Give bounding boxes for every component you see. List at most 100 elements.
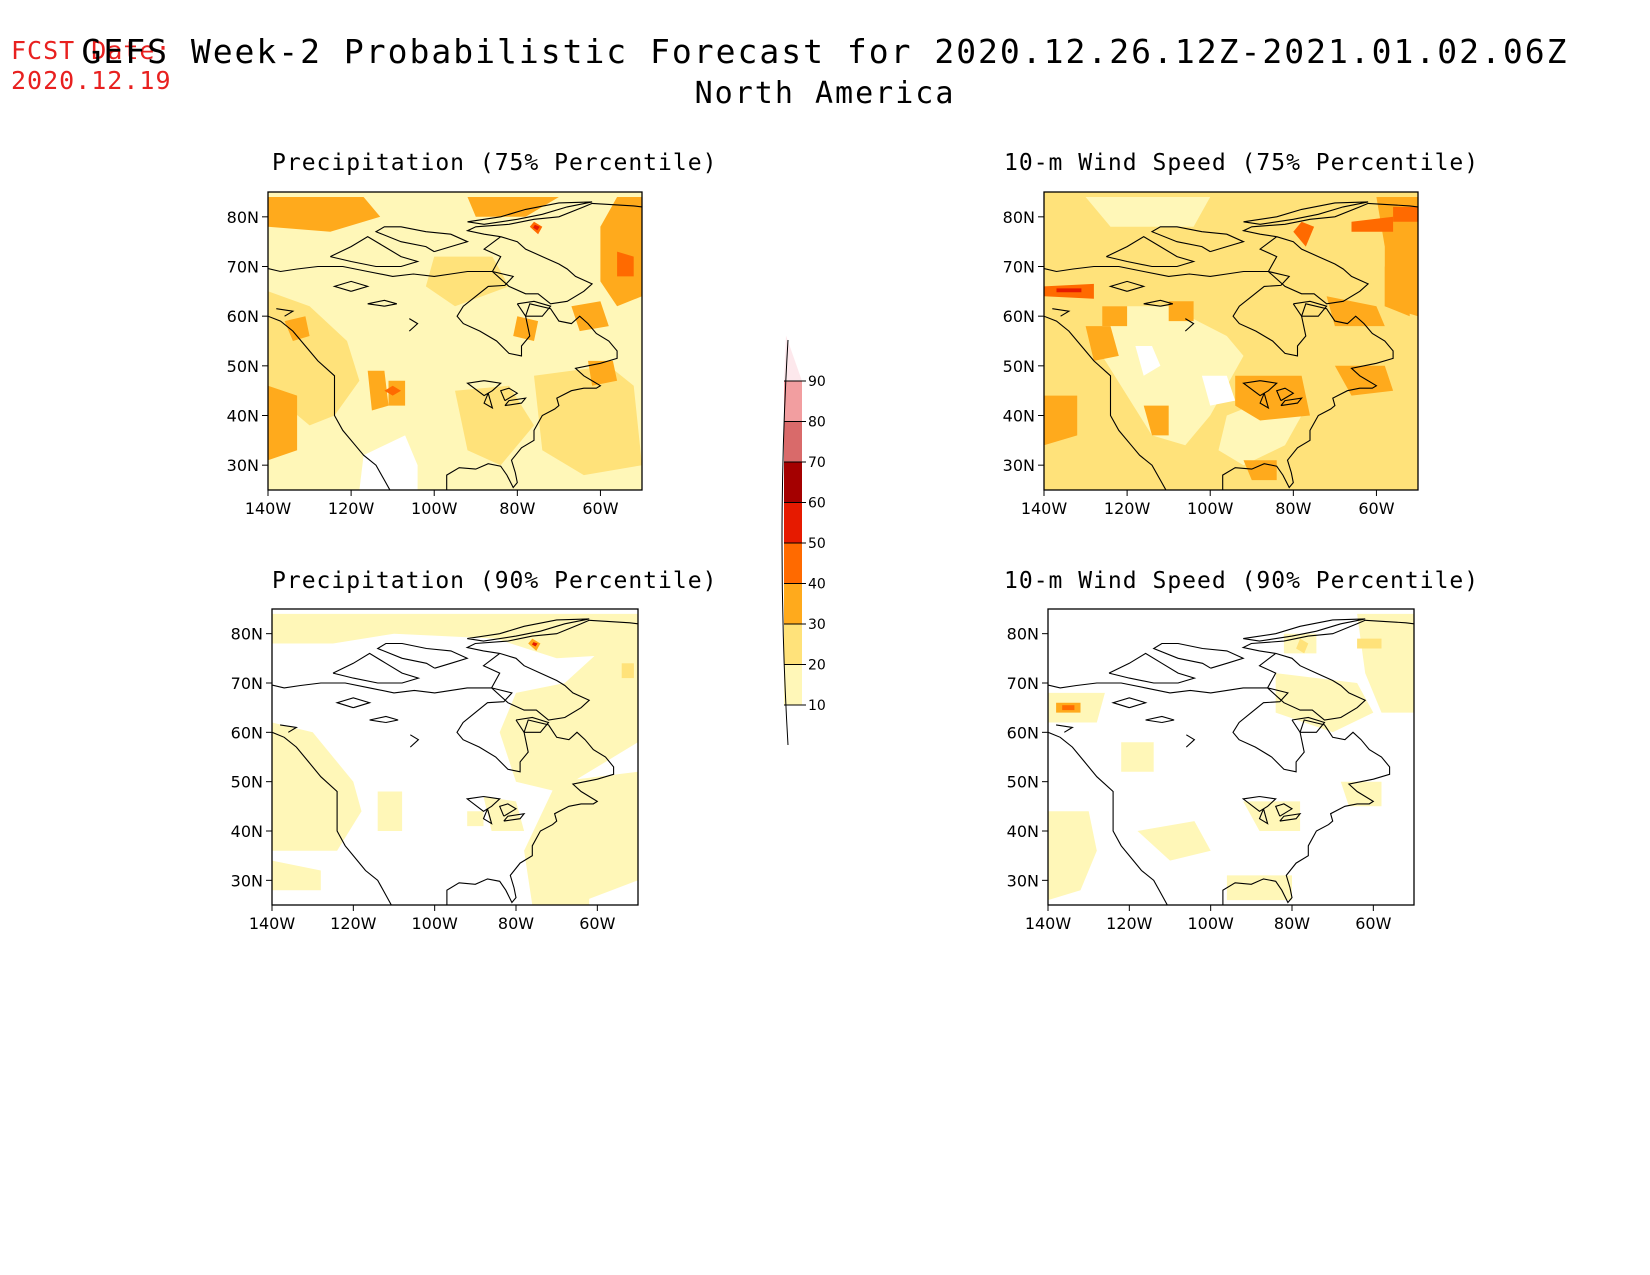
coastline <box>276 308 295 317</box>
coastline <box>515 716 550 733</box>
map-field-wind90 <box>1048 609 1414 905</box>
map-precip-90: 30N 40N 50N 60N 70N 80N 140W 120W 100W 80W 60W <box>200 602 650 933</box>
coastline <box>1292 300 1328 317</box>
coastline <box>466 380 502 397</box>
colorbar-label: 60 <box>808 496 826 512</box>
map-frame <box>1047 608 1415 906</box>
lat-label: 60N <box>1007 723 1039 742</box>
fcst-date-label: FCST Date: <box>11 36 172 65</box>
coastline <box>1279 812 1302 822</box>
probability-area <box>617 251 634 277</box>
coastline <box>272 682 615 905</box>
colorbar-swatch <box>784 502 802 543</box>
colorbar-outline <box>781 339 789 746</box>
lat-label: 60N <box>227 307 259 326</box>
probability-area <box>621 663 634 679</box>
lat-label: 50N <box>1007 773 1039 792</box>
lon-label: 120W <box>1104 499 1151 518</box>
lat-label: 80N <box>1007 625 1039 644</box>
coastline <box>1275 387 1295 402</box>
probability-area <box>1137 821 1211 861</box>
probability-area <box>524 771 638 905</box>
lon-label: 80W <box>1275 499 1311 518</box>
probability-area <box>571 301 609 332</box>
lat-label: 40N <box>1003 407 1035 426</box>
coastline <box>1044 265 1394 490</box>
probability-area <box>533 224 540 231</box>
lat-label: 60N <box>1003 307 1035 326</box>
coastline <box>483 236 594 305</box>
colorbar-label: 30 <box>808 617 826 633</box>
lon-label: 60W <box>1355 914 1391 933</box>
probability-area <box>499 653 638 792</box>
coastline <box>1274 803 1294 817</box>
map-field-wind75 <box>1044 192 1418 490</box>
colorbar-swatch <box>784 421 802 462</box>
colorbar-label: 10 <box>808 698 826 714</box>
coastline <box>1259 392 1270 410</box>
colorbar-label: 40 <box>808 577 826 593</box>
lon-label: 100W <box>411 499 458 518</box>
coastline <box>1291 716 1326 733</box>
coastline <box>1108 652 1197 684</box>
panel-title-precip90: Precipitation (90% Percentile) <box>272 568 718 594</box>
probability-area <box>272 860 321 891</box>
map-frame <box>267 191 643 491</box>
probability-area <box>1226 875 1292 901</box>
lon-label: 60W <box>579 914 615 933</box>
lon-label: 100W <box>1187 914 1234 933</box>
coastline <box>1259 236 1370 305</box>
probability-area <box>1296 638 1309 654</box>
coastline <box>330 236 420 268</box>
lon-label: 140W <box>249 914 296 933</box>
lat-label: 30N <box>231 871 263 890</box>
probability-area <box>534 365 642 476</box>
probability-area <box>272 613 638 659</box>
probability-area <box>531 642 538 647</box>
probability-area <box>1357 638 1382 649</box>
coastline <box>499 387 519 402</box>
lon-label: 60W <box>582 499 618 518</box>
lat-label: 80N <box>1003 208 1035 227</box>
coastline <box>408 318 419 332</box>
coastline <box>1241 202 1418 238</box>
coastline <box>1048 682 1391 905</box>
lat-label: 70N <box>227 258 259 277</box>
region-title: North America <box>694 76 956 111</box>
probability-area <box>377 791 403 831</box>
probability-area <box>1121 742 1154 772</box>
coastline <box>335 697 372 709</box>
lon-label: 120W <box>328 499 375 518</box>
probability-area <box>1351 216 1394 232</box>
coastline <box>272 731 392 905</box>
coastline <box>498 803 518 817</box>
coastline <box>1241 619 1414 654</box>
coastline <box>1044 315 1167 490</box>
coastline <box>1048 731 1168 905</box>
lat-label: 70N <box>1007 674 1039 693</box>
lat-label: 30N <box>1007 871 1039 890</box>
colorbar-label: 90 <box>808 374 826 390</box>
probability-area <box>1357 613 1414 713</box>
probability-area <box>1235 375 1310 421</box>
map-field-precip90 <box>272 609 638 905</box>
coastline <box>376 642 469 669</box>
coastline <box>1052 308 1071 317</box>
coastline <box>1143 299 1173 307</box>
colorbar-label: 70 <box>808 455 826 471</box>
coastline <box>1106 236 1196 268</box>
probability-area <box>1168 301 1194 322</box>
lat-label: 40N <box>231 822 263 841</box>
probability-area <box>1326 296 1385 327</box>
coastline <box>367 299 397 307</box>
coastline <box>1258 808 1269 825</box>
probability-area <box>1393 206 1418 222</box>
lon-label: 80W <box>498 914 534 933</box>
coastline <box>465 619 638 654</box>
probability-area <box>268 385 298 461</box>
colorbar-swatch <box>784 381 802 422</box>
coastline <box>332 652 421 684</box>
lat-label: 30N <box>227 456 259 475</box>
coastline <box>1150 226 1246 253</box>
